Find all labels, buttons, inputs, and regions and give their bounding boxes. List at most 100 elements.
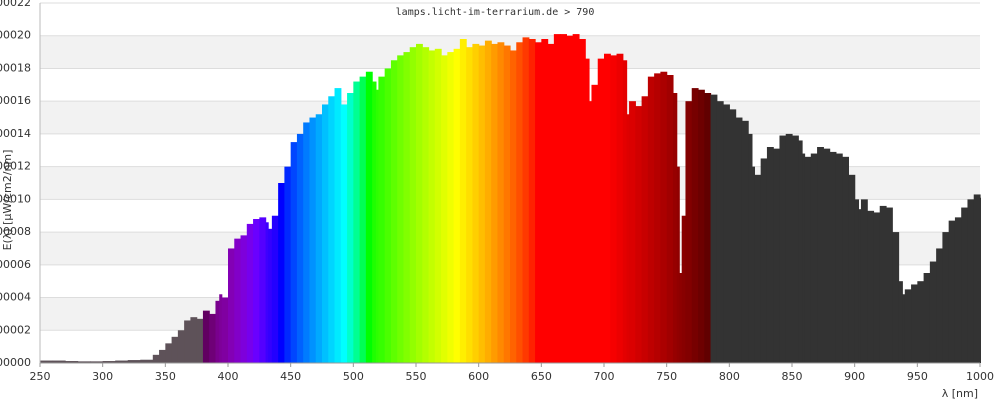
spectrum-bar [980, 197, 981, 363]
spectrum [40, 34, 981, 364]
spectrum-bar [322, 104, 329, 364]
spectrum-bar [610, 55, 618, 363]
spectrum-bar [842, 156, 849, 363]
spectrum-bar [698, 89, 705, 364]
spectrum-bar [766, 147, 774, 363]
spectrum-bar [372, 81, 377, 363]
spectrum-bar [616, 53, 624, 364]
spectrum-bar [685, 101, 693, 363]
x-tick-label: 350 [155, 370, 176, 383]
spectrum-bar [679, 273, 683, 363]
y-tick-label: 0.00004 [0, 291, 31, 304]
spectrum-bar [716, 101, 724, 363]
spectrum-bar [390, 60, 398, 363]
spectrum-bar [409, 47, 417, 363]
spectrum-bar [942, 232, 950, 363]
spectrum-bar [854, 199, 860, 363]
spectrum-bar [666, 75, 674, 363]
spectrum-bar [898, 281, 903, 363]
x-tick-label: 400 [218, 370, 239, 383]
spectrum-bar [641, 96, 649, 363]
spectrum-bar [973, 194, 981, 363]
spectrum-bar [340, 104, 348, 364]
spectrum-bar [284, 166, 292, 363]
spectrum-bar [484, 40, 492, 364]
spectrum-bar [681, 215, 687, 363]
spectrum-bar [102, 361, 116, 363]
spectrum-bar [704, 93, 712, 363]
spectrum-bar [597, 58, 605, 364]
spectrum-bar [378, 76, 386, 364]
spectrum-bar [735, 117, 743, 363]
x-tick-label: 550 [406, 370, 427, 383]
spectrum-bar [77, 361, 91, 363]
spectrum-bar [290, 142, 298, 363]
spectrum-bar [278, 183, 285, 363]
spectrum-bar [375, 89, 379, 364]
spectrum-bar [566, 35, 574, 364]
y-tick-label: 0.00018 [0, 61, 31, 74]
spectrum-bar [578, 39, 586, 363]
x-tick-label: 900 [844, 370, 865, 383]
spectrum-bar [422, 47, 430, 363]
spectrum-bar [516, 42, 524, 363]
spectrum-bar [967, 199, 975, 363]
spectrum-bar [779, 135, 787, 363]
spectrum-bar [159, 349, 166, 363]
spectrum-bar [190, 317, 198, 363]
spectrum-bar [209, 313, 217, 363]
spectrum-bar [591, 84, 599, 364]
x-tick-label: 800 [719, 370, 740, 383]
spectrum-bar [604, 53, 611, 364]
spectrum-bar [660, 71, 668, 364]
x-tick-label: 450 [280, 370, 301, 383]
x-tick-label: 650 [531, 370, 552, 383]
spectrum-bar [835, 153, 843, 363]
spectrum-bar [754, 174, 762, 363]
spectrum-bar [171, 336, 179, 363]
x-tick-label: 950 [907, 370, 928, 383]
spectrum-bar [40, 360, 54, 363]
spectrum-bar [723, 104, 730, 364]
spectrum-bar [522, 37, 530, 363]
spectrum-bar [359, 76, 367, 364]
spectrum-bar [729, 109, 737, 363]
spectrum-bar [585, 58, 590, 364]
spectrum-bar [447, 52, 455, 363]
x-tick-label: 700 [594, 370, 615, 383]
x-tick-label: 300 [92, 370, 113, 383]
spectrum-bar [622, 60, 628, 363]
spectrum-bar [165, 343, 173, 363]
spectrum-bar [823, 148, 831, 363]
spectrum-bar [140, 359, 154, 363]
spectrum-bar [459, 39, 467, 363]
spectrum-bar [923, 273, 931, 363]
spectrum-bar [917, 281, 925, 363]
spectrum-bar [817, 147, 824, 363]
spectrum-bar [268, 228, 273, 363]
spectrum-bar [572, 34, 580, 363]
spectrum-bar [848, 174, 856, 363]
y-tick-label: 0.00008 [0, 225, 31, 238]
spectrum-bar [497, 42, 505, 363]
spectrum-bar [560, 34, 567, 363]
spectrum-bar [961, 207, 969, 363]
spectrum-bar [873, 212, 881, 363]
spectrum-bar [785, 133, 793, 363]
spectrum-bar [184, 320, 191, 363]
spectrum-bar [860, 199, 868, 363]
spectrum-bar [802, 153, 806, 363]
spectrum-bar [202, 310, 210, 363]
spectrum-bar [397, 55, 405, 363]
y-tick-label: 0.00016 [0, 94, 31, 107]
spectrum-bar [535, 42, 542, 363]
spectrum-bar [478, 45, 486, 363]
spectrum-bar [710, 94, 718, 364]
spectrum-bar [741, 120, 749, 364]
x-tick-label: 500 [343, 370, 364, 383]
